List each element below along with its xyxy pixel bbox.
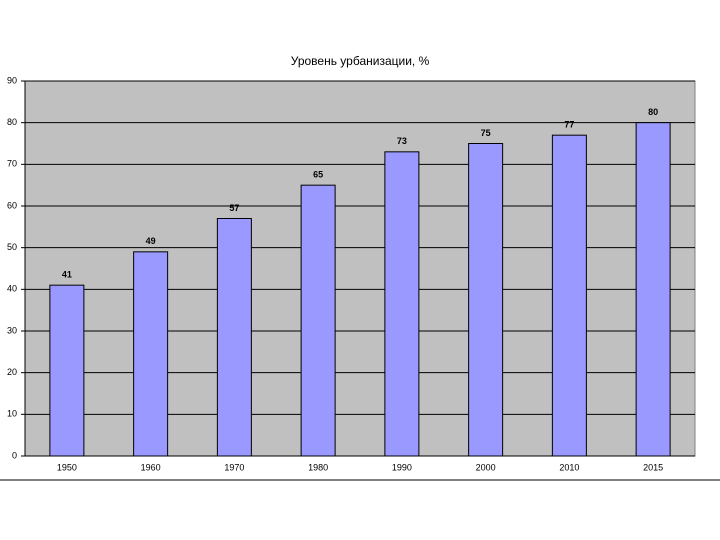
y-tick-label: 30 xyxy=(7,325,17,335)
bar xyxy=(300,184,336,457)
y-tick-label: 10 xyxy=(7,409,17,419)
bar xyxy=(133,251,169,457)
y-tick-label: 50 xyxy=(7,242,17,252)
y-tick-label: 60 xyxy=(7,200,17,210)
y-tick-label: 70 xyxy=(7,159,17,169)
value-label: 73 xyxy=(397,136,407,146)
bar xyxy=(635,122,671,457)
x-tick-label: 1960 xyxy=(141,462,161,472)
bar xyxy=(468,143,504,457)
y-tick-label: 80 xyxy=(7,117,17,127)
bar xyxy=(49,284,85,457)
y-tick-label: 20 xyxy=(7,367,17,377)
y-tick-label: 0 xyxy=(12,450,17,460)
y-tick-label: 40 xyxy=(7,284,17,294)
bar xyxy=(384,151,420,457)
x-tick-label: 1980 xyxy=(308,462,328,472)
value-label: 41 xyxy=(62,270,72,280)
x-tick-label: 1950 xyxy=(57,462,77,472)
x-tick-label: 2000 xyxy=(476,462,496,472)
bar xyxy=(551,134,587,457)
x-tick-label: 1990 xyxy=(392,462,412,472)
y-tick-label: 90 xyxy=(7,75,17,85)
x-tick-label: 2010 xyxy=(559,462,579,472)
value-label: 80 xyxy=(648,107,658,117)
value-label: 77 xyxy=(564,120,574,130)
x-tick-label: 2015 xyxy=(643,462,663,472)
value-label: 57 xyxy=(229,203,239,213)
value-label: 75 xyxy=(481,128,491,138)
value-label: 65 xyxy=(313,170,323,180)
chart-title: Уровень урбанизации, % xyxy=(291,54,430,68)
x-tick-label: 1970 xyxy=(224,462,244,472)
plot-area xyxy=(24,80,696,457)
value-label: 49 xyxy=(146,236,156,246)
bar xyxy=(216,218,252,457)
